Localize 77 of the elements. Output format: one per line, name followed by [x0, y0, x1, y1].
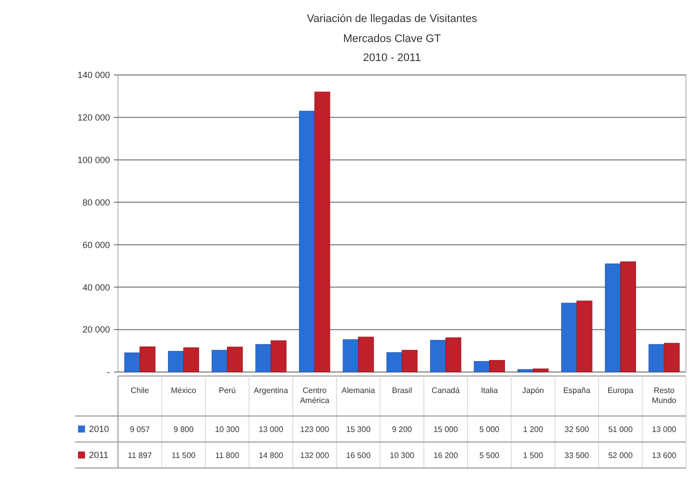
data-label: 10 300 — [214, 424, 240, 434]
y-tick-label: 100 000 — [77, 155, 110, 166]
data-label: 9 200 — [392, 424, 413, 434]
bar — [124, 352, 140, 372]
legend-label: 2011 — [89, 450, 108, 460]
data-label: 11 800 — [215, 450, 240, 460]
data-label: 15 000 — [433, 424, 458, 434]
data-label: 10 300 — [390, 450, 415, 460]
x-tick-label: Europa — [608, 386, 634, 395]
x-tick-label: Japón — [522, 386, 544, 395]
bar — [358, 336, 374, 372]
bar — [183, 347, 200, 372]
x-tick-label: Brasil — [392, 386, 412, 395]
data-label: 52 000 — [608, 450, 634, 460]
data-label: 16 200 — [433, 450, 458, 460]
chart-subtitle: Mercados Clave GT 2010 - 2011 — [343, 33, 442, 64]
data-label: 32 500 — [564, 424, 590, 434]
chart-title: Variación de llegadas de Visitantes — [306, 13, 478, 25]
data-label: 123 000 — [300, 424, 330, 434]
data-label: 1 500 — [523, 450, 544, 460]
y-tick-label: 40 000 — [82, 282, 110, 292]
data-label: 13 600 — [652, 450, 677, 460]
bar — [270, 340, 286, 372]
x-tick-label: Italia — [480, 386, 498, 395]
data-label: 14 800 — [258, 450, 284, 460]
y-tick-label: 120 000 — [77, 112, 110, 123]
bar — [620, 261, 636, 372]
x-tick-label: Alemania — [342, 386, 376, 395]
y-tick-label: - — [107, 367, 110, 378]
data-label: 5 500 — [479, 450, 500, 460]
data-label: 51 000 — [608, 424, 634, 434]
bar — [168, 350, 184, 372]
x-tick-label: España — [563, 386, 591, 395]
data-label: 33 500 — [564, 450, 590, 460]
x-tick-label: Centro América — [300, 386, 330, 405]
x-tick-label: Perú — [218, 386, 236, 395]
data-label: 16 500 — [346, 450, 372, 460]
bar — [402, 350, 418, 372]
x-tick-label: Argentina — [254, 386, 289, 395]
bar — [489, 360, 505, 372]
bar — [532, 368, 549, 372]
x-tick-label: Chile — [130, 386, 150, 395]
data-label: 11 500 — [172, 450, 196, 460]
bar — [314, 92, 330, 372]
y-tick-label: 140 000 — [77, 70, 110, 80]
bar — [445, 337, 462, 372]
y-tick-label: 80 000 — [82, 197, 110, 208]
x-tick-label: Resto Mundo — [652, 386, 677, 405]
data-label: 132 000 — [300, 450, 330, 460]
bar — [140, 346, 156, 372]
bar — [299, 110, 315, 372]
data-label: 9 800 — [174, 424, 194, 434]
bar — [604, 264, 621, 372]
bar — [648, 344, 664, 372]
data-label: 1 200 — [523, 424, 544, 434]
bar — [255, 344, 272, 372]
data-label: 11 897 — [128, 450, 152, 460]
bar — [518, 369, 534, 372]
bar — [386, 352, 402, 372]
y-tick-label: 20 000 — [82, 324, 110, 335]
data-label: 15 300 — [346, 424, 372, 434]
x-tick-label: México — [170, 386, 197, 395]
bar — [226, 346, 243, 372]
data-label: 9 057 — [130, 424, 150, 434]
bar — [664, 342, 680, 372]
y-tick-label: 60 000 — [82, 240, 110, 250]
data-label: 13 000 — [652, 424, 677, 434]
bar — [561, 302, 578, 372]
legend-label: 2010 — [89, 424, 110, 434]
data-label: 13 000 — [258, 424, 284, 434]
bar — [342, 339, 359, 372]
data-label: 5 000 — [479, 424, 500, 434]
bar — [474, 361, 490, 372]
bar — [430, 340, 446, 372]
bar — [576, 300, 592, 372]
x-tick-label: Canadá — [432, 386, 460, 395]
bar — [212, 350, 228, 372]
